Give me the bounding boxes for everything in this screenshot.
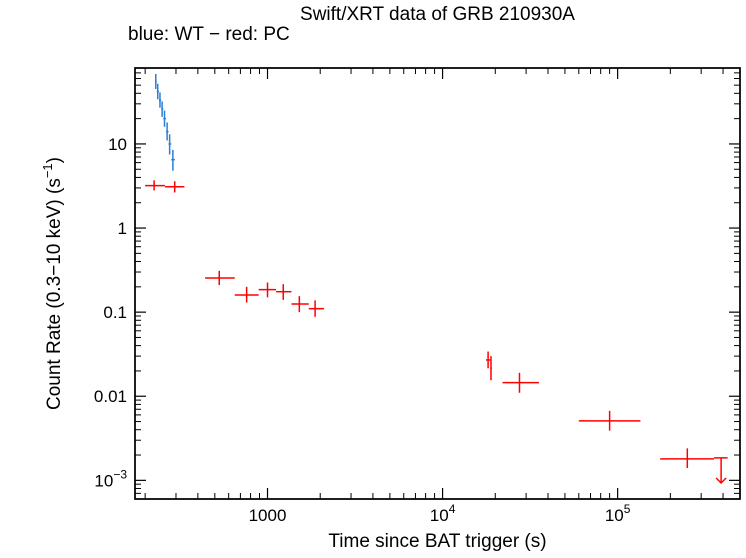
svg-text:1: 1 <box>118 219 127 238</box>
chart-container: 1000 104 105 10−3 0.01 0.1 1 10 Swift/XRT data o… <box>0 0 746 558</box>
svg-text:0.1: 0.1 <box>103 303 127 322</box>
svg-text:10−3: 10−3 <box>94 467 127 490</box>
svg-text:0.01: 0.01 <box>94 387 127 406</box>
svg-text:104: 104 <box>430 502 456 525</box>
svg-text:105: 105 <box>605 502 631 525</box>
plot-frame <box>135 68 740 499</box>
chart-subtitle: blue: WT − red: PC <box>128 24 290 45</box>
x-axis-label: Time since BAT trigger (s) <box>328 531 546 552</box>
chart-title: Swift/XRT data of GRB 210930A <box>300 4 575 25</box>
y-axis-label: Count Rate (0.3−10 keV) (s−1) <box>40 157 65 410</box>
data-group <box>145 74 727 483</box>
svg-text:1000: 1000 <box>249 506 287 525</box>
svg-text:10: 10 <box>108 135 127 154</box>
chart-svg: 1000 104 105 10−3 0.01 0.1 1 10 Swift/XRT data o… <box>0 0 746 558</box>
